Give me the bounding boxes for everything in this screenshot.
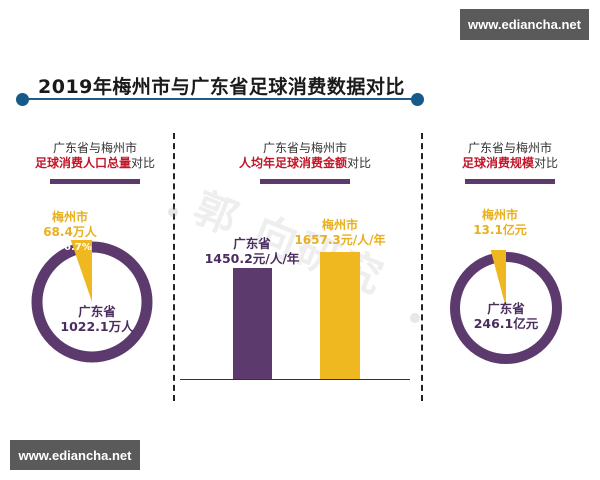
meizhou-value: 68.4万人: [43, 225, 97, 239]
meizhou-value: 13.1亿元: [473, 223, 527, 237]
subtitle-line1: 广东省与梅州市: [52, 141, 137, 155]
subtitle-suffix: 对比: [534, 156, 559, 170]
meizhou-name: 梅州市: [321, 218, 358, 232]
title-dot-left: [16, 93, 29, 106]
subtitle-line1: 广东省与梅州市: [467, 141, 552, 155]
chart-title: 2019年梅州市与广东省足球消费数据对比: [38, 76, 405, 98]
guangdong-value: 1022.1万人: [60, 319, 134, 334]
meizhou-name: 梅州市: [51, 210, 88, 224]
title-underline: [22, 98, 418, 100]
subtitle-highlight: 足球消费规模: [461, 156, 534, 170]
watermark-dot: [168, 207, 178, 217]
meizhou-scale-label: 梅州市 13.1亿元: [470, 208, 530, 238]
subtitle-bar: [260, 179, 350, 184]
meizhou-value: 1657.3元/人/年: [294, 233, 386, 247]
guangdong-name: 广东省: [487, 301, 525, 316]
subtitle-highlight: 足球消费人口总量: [34, 156, 131, 170]
guangdong-name: 广东省: [78, 304, 116, 319]
meizhou-scale-pct: 5.3%: [494, 241, 522, 252]
subtitle-line1: 广东省与梅州市: [262, 141, 347, 155]
donut-chart-population: [31, 240, 153, 363]
panel-1-subtitle: 广东省与梅州市 足球消费人口总量对比: [20, 141, 170, 184]
subtitle-suffix: 对比: [347, 156, 372, 170]
watermark-badge-top: www.ediancha.net: [460, 9, 589, 40]
subtitle-highlight: 人均年足球消费金额: [238, 156, 347, 170]
panel-3-subtitle: 广东省与梅州市 足球消费规模对比: [430, 141, 590, 184]
bar-axis: [180, 379, 410, 380]
subtitle-bar: [50, 179, 140, 184]
guangdong-scale-label: 广东省 246.1亿元: [466, 301, 546, 331]
guangdong-spend-label: 广东省 1450.2元/人/年: [202, 236, 302, 266]
guangdong-population-label: 广东省 1022.1万人: [52, 304, 142, 334]
watermark-dot: [410, 313, 420, 323]
guangdong-name: 广东省: [233, 236, 271, 251]
donut-chart-scale: [450, 250, 562, 364]
title-dot-right: [411, 93, 424, 106]
subtitle-suffix: 对比: [131, 156, 156, 170]
watermark-badge-bottom: www.ediancha.net: [10, 440, 140, 470]
divider-right: [421, 133, 423, 401]
bar-guangdong: [233, 268, 272, 379]
subtitle-bar: [465, 179, 555, 184]
meizhou-population-pct: 6.7%: [64, 242, 92, 253]
divider-left: [173, 133, 175, 401]
meizhou-spend-label: 梅州市 1657.3元/人/年: [290, 218, 390, 248]
bar-meizhou: [320, 252, 360, 379]
meizhou-population-label: 梅州市 68.4万人: [40, 210, 100, 240]
guangdong-value: 1450.2元/人/年: [204, 251, 300, 266]
meizhou-name: 梅州市: [481, 208, 518, 222]
guangdong-value: 246.1亿元: [473, 316, 539, 331]
panel-2-subtitle: 广东省与梅州市 人均年足球消费金额对比: [190, 141, 420, 184]
